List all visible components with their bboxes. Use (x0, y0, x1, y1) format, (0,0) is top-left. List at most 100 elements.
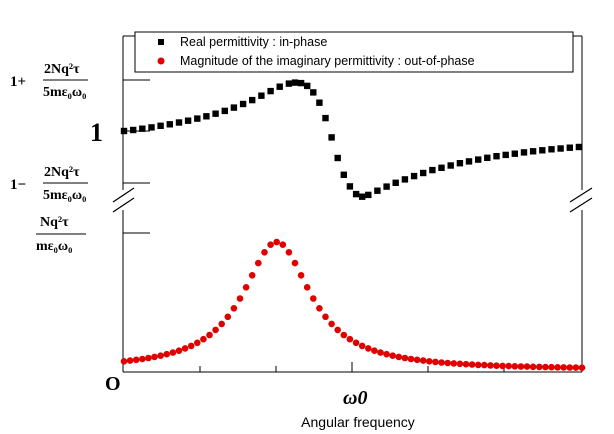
real-point-25 (328, 134, 335, 141)
imag-point-17 (224, 313, 232, 321)
imag-point-70 (548, 363, 555, 371)
imag-point-66 (523, 363, 531, 370)
imag-point-55 (456, 360, 464, 368)
axis-break-right (569, 187, 593, 213)
real-point-29 (352, 190, 360, 198)
imag-point-57 (468, 361, 476, 368)
real-point-13 (239, 100, 247, 108)
legend-label-imag: Magnitude of the imaginary permittivity … (180, 54, 475, 68)
real-point-26 (334, 154, 341, 162)
imag-point-20 (242, 284, 250, 291)
legend-box (134, 31, 574, 73)
real-point-15 (258, 92, 265, 99)
imag-point-4 (145, 354, 152, 362)
imag-point-34 (328, 320, 335, 328)
real-point-24 (322, 114, 329, 122)
imag-point-60 (487, 362, 494, 369)
imag-point-14 (206, 331, 213, 339)
real-point-27 (340, 171, 347, 178)
svg-text:1−: 1− (10, 177, 26, 193)
imag-point-2 (132, 356, 140, 364)
imag-point-22 (254, 259, 262, 267)
real-point-36 (410, 172, 418, 180)
real-point-53 (566, 144, 573, 151)
imag-point-32 (316, 305, 323, 312)
real-point-8 (194, 115, 201, 122)
imag-point-33 (322, 313, 329, 321)
x-label-origin: O (105, 373, 121, 395)
real-point-49 (529, 148, 537, 155)
imag-point-46 (401, 354, 409, 362)
imag-point-13 (200, 335, 207, 343)
imag-point-74 (572, 364, 580, 371)
imag-point-38 (352, 339, 360, 347)
real-point-33 (383, 183, 390, 190)
svg-text:1+: 1+ (10, 74, 26, 90)
real-point-5 (166, 121, 173, 128)
real-point-16 (267, 87, 274, 95)
real-point-31 (365, 191, 372, 199)
imag-point-3 (139, 355, 146, 363)
real-point-52 (557, 145, 564, 152)
real-point-20 (297, 79, 305, 87)
imag-point-63 (505, 362, 512, 370)
svg-text:mε₀ω₀: mε₀ω₀ (36, 239, 72, 254)
imag-point-71 (554, 364, 561, 371)
imag-point-9 (175, 347, 183, 355)
imag-point-62 (499, 362, 506, 370)
imag-point-51 (432, 358, 439, 366)
imag-point-16 (218, 320, 225, 328)
x-label-omega0: ω0 (343, 387, 367, 409)
imag-point-61 (493, 362, 500, 370)
imag-point-42 (377, 349, 384, 356)
real-point-32 (374, 187, 381, 194)
imag-point-18 (230, 305, 238, 312)
legend: Real permittivity : in-phase Magnitude o… (134, 31, 574, 73)
imag-point-23 (261, 249, 268, 256)
x-axis-title: Angular frequency (301, 414, 415, 430)
legend-marker-real (158, 39, 164, 45)
imag-point-73 (566, 364, 574, 371)
imag-point-43 (383, 350, 390, 358)
real-point-35 (401, 176, 409, 183)
y-label-upper: 1+ 2Nq²τ 5mε₀ω₀ (10, 62, 88, 100)
real-point-41 (456, 160, 464, 167)
imag-point-30 (303, 284, 311, 291)
real-point-54 (575, 143, 583, 151)
imag-point-7 (163, 350, 170, 358)
real-point-11 (221, 107, 228, 115)
real-point-7 (184, 117, 192, 124)
imag-point-49 (419, 357, 427, 364)
svg-text:2Nq²τ: 2Nq²τ (44, 165, 80, 180)
real-point-37 (420, 169, 427, 177)
imag-point-44 (389, 352, 397, 360)
series-imag (120, 238, 586, 372)
imag-point-27 (285, 249, 293, 256)
imag-point-0 (120, 358, 128, 365)
real-point-23 (316, 99, 323, 106)
imag-point-35 (334, 326, 342, 334)
real-point-28 (346, 183, 354, 190)
imag-point-75 (578, 364, 586, 372)
real-point-21 (304, 82, 311, 90)
imag-point-69 (542, 363, 549, 371)
imag-point-50 (426, 358, 433, 365)
real-point-4 (157, 122, 164, 129)
legend-marker-imag (157, 57, 165, 65)
y-label-one: 1 (90, 118, 103, 147)
real-point-6 (175, 119, 183, 126)
real-point-50 (539, 147, 546, 154)
y-label-peak: Nq²τ mε₀ω₀ (36, 215, 86, 254)
real-point-12 (230, 104, 238, 111)
real-point-22 (310, 89, 317, 96)
legend-label-real: Real permittivity : in-phase (180, 35, 327, 49)
imag-point-39 (358, 342, 366, 350)
imag-point-11 (187, 342, 195, 350)
svg-text:Nq²τ: Nq²τ (40, 215, 69, 230)
real-point-0 (120, 127, 128, 135)
imag-point-67 (529, 363, 537, 371)
imag-point-45 (395, 353, 403, 361)
imag-point-25 (273, 238, 281, 246)
real-point-19 (291, 79, 299, 86)
imag-point-65 (517, 363, 525, 370)
